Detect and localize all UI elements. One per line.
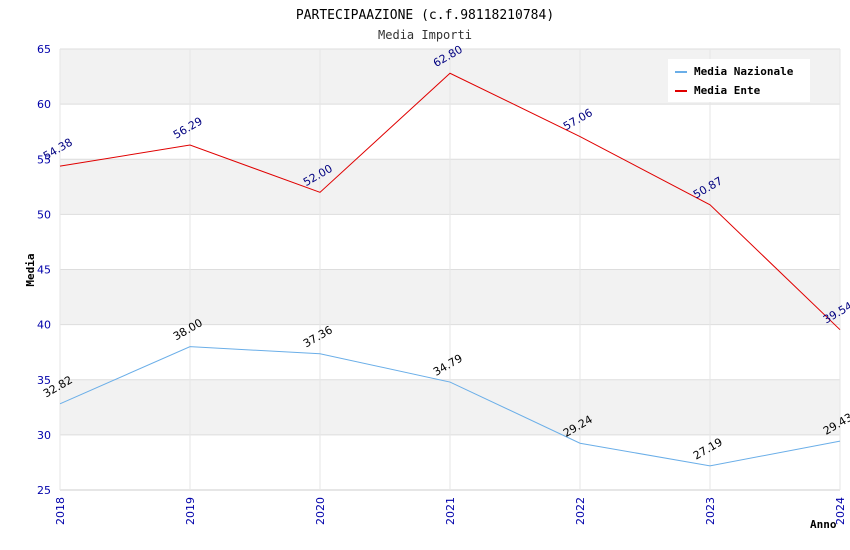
series-line-media-nazionale [59, 346, 841, 467]
grid-lines [59, 48, 841, 491]
legend-label-media-nazionale: Media Nazionale [694, 65, 794, 78]
y-tick-label: 40 [37, 319, 51, 332]
x-axis-label: Anno [810, 518, 837, 531]
y-axis-label: Media [24, 253, 37, 286]
legend: Media Nazionale Media Ente [668, 59, 810, 102]
y-tick-label: 35 [37, 374, 51, 387]
x-axis-ticks: 2018 2019 2020 2021 2022 2023 2024 [54, 497, 847, 525]
y-tick-label: 45 [37, 264, 51, 277]
y-tick-label: 65 [37, 43, 51, 56]
y-tick-label: 60 [37, 98, 51, 111]
series-lines [59, 72, 841, 467]
chart-subtitle: Media Importi [378, 28, 472, 42]
x-tick-label: 2022 [574, 497, 587, 525]
x-tick-label: 2020 [314, 497, 327, 525]
y-tick-label: 50 [37, 208, 51, 221]
legend-box [668, 59, 810, 102]
x-tick-label: 2018 [54, 497, 67, 525]
y-axis-ticks: 25 30 35 40 45 50 55 60 65 [37, 43, 51, 497]
x-tick-label: 2021 [444, 497, 457, 525]
legend-label-media-ente: Media Ente [694, 84, 761, 97]
x-tick-label: 2024 [834, 497, 847, 525]
x-tick-label: 2019 [184, 497, 197, 525]
series-line-media-ente [59, 72, 841, 331]
y-tick-label: 55 [37, 153, 51, 166]
y-tick-label: 30 [37, 429, 51, 442]
x-tick-label: 2023 [704, 497, 717, 525]
chart-title: PARTECIPAAZIONE (c.f.98118210784) [296, 8, 554, 23]
y-tick-label: 25 [37, 484, 51, 497]
